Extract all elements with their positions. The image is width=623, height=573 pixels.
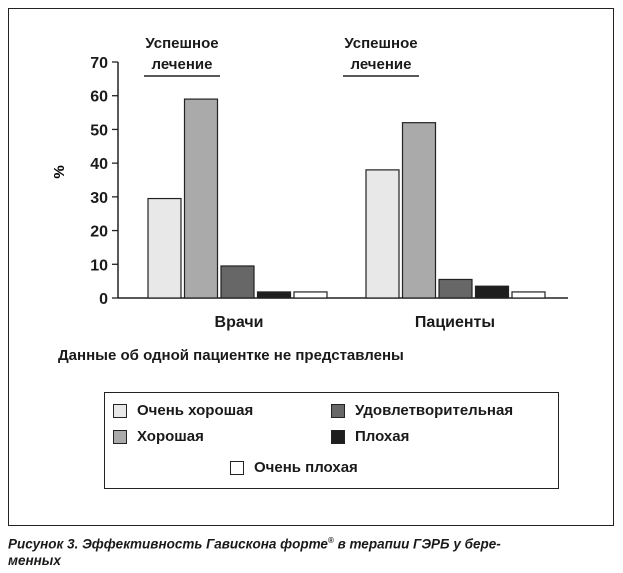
group-header: лечение <box>152 56 213 73</box>
legend-label: Очень хорошая <box>137 402 254 419</box>
group-label: Пациенты <box>415 314 495 331</box>
legend-item: Плохая <box>331 428 409 445</box>
legend-swatch <box>331 429 345 444</box>
chart-note: Данные об одной пациентке не представлен… <box>58 347 404 364</box>
legend-swatch <box>113 429 127 444</box>
y-tick-label: 70 <box>90 55 108 72</box>
legend-item: Удовлетворительная <box>331 402 513 419</box>
legend-item: Очень плохая <box>230 459 358 476</box>
legend-swatch <box>113 403 127 418</box>
legend-label: Очень плохая <box>254 459 358 476</box>
legend-item: Хорошая <box>113 428 204 445</box>
y-tick-label: 0 <box>99 291 108 308</box>
bar-chart: % 0 10 20 30 40 50 60 70 Врачи Успешное лечение Пац… <box>51 35 568 331</box>
group-header: лечение <box>351 56 412 73</box>
legend-label: Плохая <box>355 428 410 445</box>
registered-mark: ® <box>327 536 334 545</box>
y-tick-label: 30 <box>90 190 108 207</box>
bar <box>511 291 546 299</box>
caption-line2: менных <box>8 552 61 568</box>
bar <box>220 265 255 299</box>
figure-caption: Рисунок 3. Эффективность Гавискона форте… <box>8 533 608 569</box>
group-header: Успешное <box>344 35 417 52</box>
bar <box>183 98 219 299</box>
y-tick-label: 20 <box>90 224 108 241</box>
group-label: Врачи <box>215 314 264 331</box>
y-tick-label: 50 <box>90 122 108 139</box>
y-axis-label: % <box>51 165 68 178</box>
figure-frame <box>8 8 614 526</box>
legend-swatch <box>331 403 345 418</box>
legend-swatch <box>230 460 244 475</box>
legend-label: Хорошая <box>137 428 204 445</box>
y-tick-label: 60 <box>90 89 108 106</box>
bar <box>438 278 473 299</box>
y-tick-label: 40 <box>90 156 108 173</box>
bar <box>147 197 182 299</box>
legend: Очень хорошая Хорошая Удовлетворительная… <box>104 392 559 489</box>
bar <box>293 291 328 299</box>
bar <box>365 169 400 299</box>
legend-item: Очень хорошая <box>113 402 253 419</box>
bar <box>256 291 292 299</box>
legend-label: Удовлетворительная <box>355 402 514 419</box>
group-header: Успешное <box>145 35 218 52</box>
caption-text-end: в терапии ГЭРБ у бере- <box>333 536 501 552</box>
caption-text: Рисунок 3. Эффективность Гавискона форте <box>8 536 328 552</box>
y-tick-label: 10 <box>90 257 108 274</box>
bar <box>474 285 510 299</box>
bar <box>401 122 437 299</box>
